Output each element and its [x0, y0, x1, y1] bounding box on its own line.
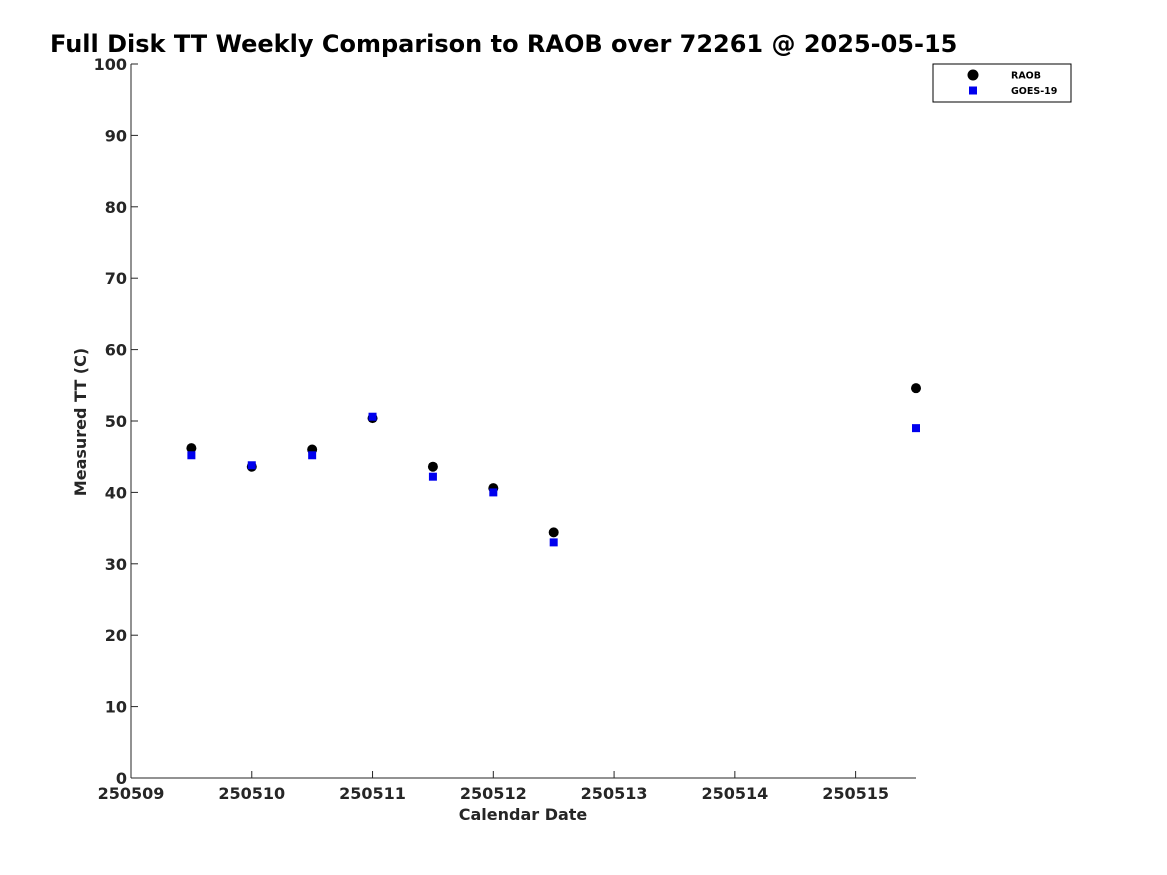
y-tick-label: 80: [105, 198, 127, 217]
y-tick-label: 10: [105, 698, 127, 717]
y-tick-label: 30: [105, 555, 127, 574]
goes19-point: [308, 451, 317, 460]
raob-point: [427, 461, 438, 472]
goes19-point: [489, 488, 498, 497]
y-tick-label: 20: [105, 626, 127, 645]
goes19-point: [368, 412, 377, 421]
raob-point: [186, 443, 197, 454]
y-tick-label: 100: [94, 55, 127, 74]
y-tick-label: 90: [105, 126, 127, 145]
x-tick-label: 250514: [701, 784, 768, 803]
y-tick-label: 60: [105, 341, 127, 360]
legend-label-goes19: GOES-19: [1011, 86, 1057, 97]
y-tick-label: 40: [105, 483, 127, 502]
chart-title: Full Disk TT Weekly Comparison to RAOB o…: [50, 30, 957, 58]
x-tick-label: 250512: [460, 784, 527, 803]
y-tick-label: 70: [105, 269, 127, 288]
x-axis-label: Calendar Date: [459, 805, 588, 824]
y-tick-label: 0: [116, 769, 127, 788]
legend-label-raob: RAOB: [1011, 71, 1041, 82]
data-series: [186, 383, 921, 547]
y-axis-label: Measured TT (C): [71, 348, 90, 496]
y-axis-ticks: 0 10 20 30 40 50 60 70 80 90 100: [94, 55, 138, 788]
legend-marker-raob: [967, 69, 979, 81]
goes19-point: [912, 424, 920, 433]
y-tick-label: 50: [105, 412, 127, 431]
series-raob: [186, 383, 921, 538]
axes: [130, 64, 916, 779]
goes19-point: [187, 451, 196, 460]
legend-marker-goes19: [969, 86, 977, 95]
series-goes19: [187, 412, 920, 547]
x-tick-label: 250510: [218, 784, 285, 803]
raob-point: [548, 527, 559, 538]
x-axis-ticks: 250509 250510 250511 250512 250513 250514 2505…: [98, 771, 889, 803]
goes19-point: [549, 538, 558, 547]
x-tick-label: 250515: [822, 784, 889, 803]
goes19-point: [428, 472, 437, 481]
x-tick-label: 250511: [339, 784, 406, 803]
legend-box: [932, 63, 1072, 103]
legend: RAOB GOES-19: [932, 63, 1072, 103]
goes19-point: [247, 461, 256, 470]
x-tick-label: 250509: [98, 784, 165, 803]
raob-point: [911, 383, 921, 394]
x-tick-label: 250513: [581, 784, 648, 803]
